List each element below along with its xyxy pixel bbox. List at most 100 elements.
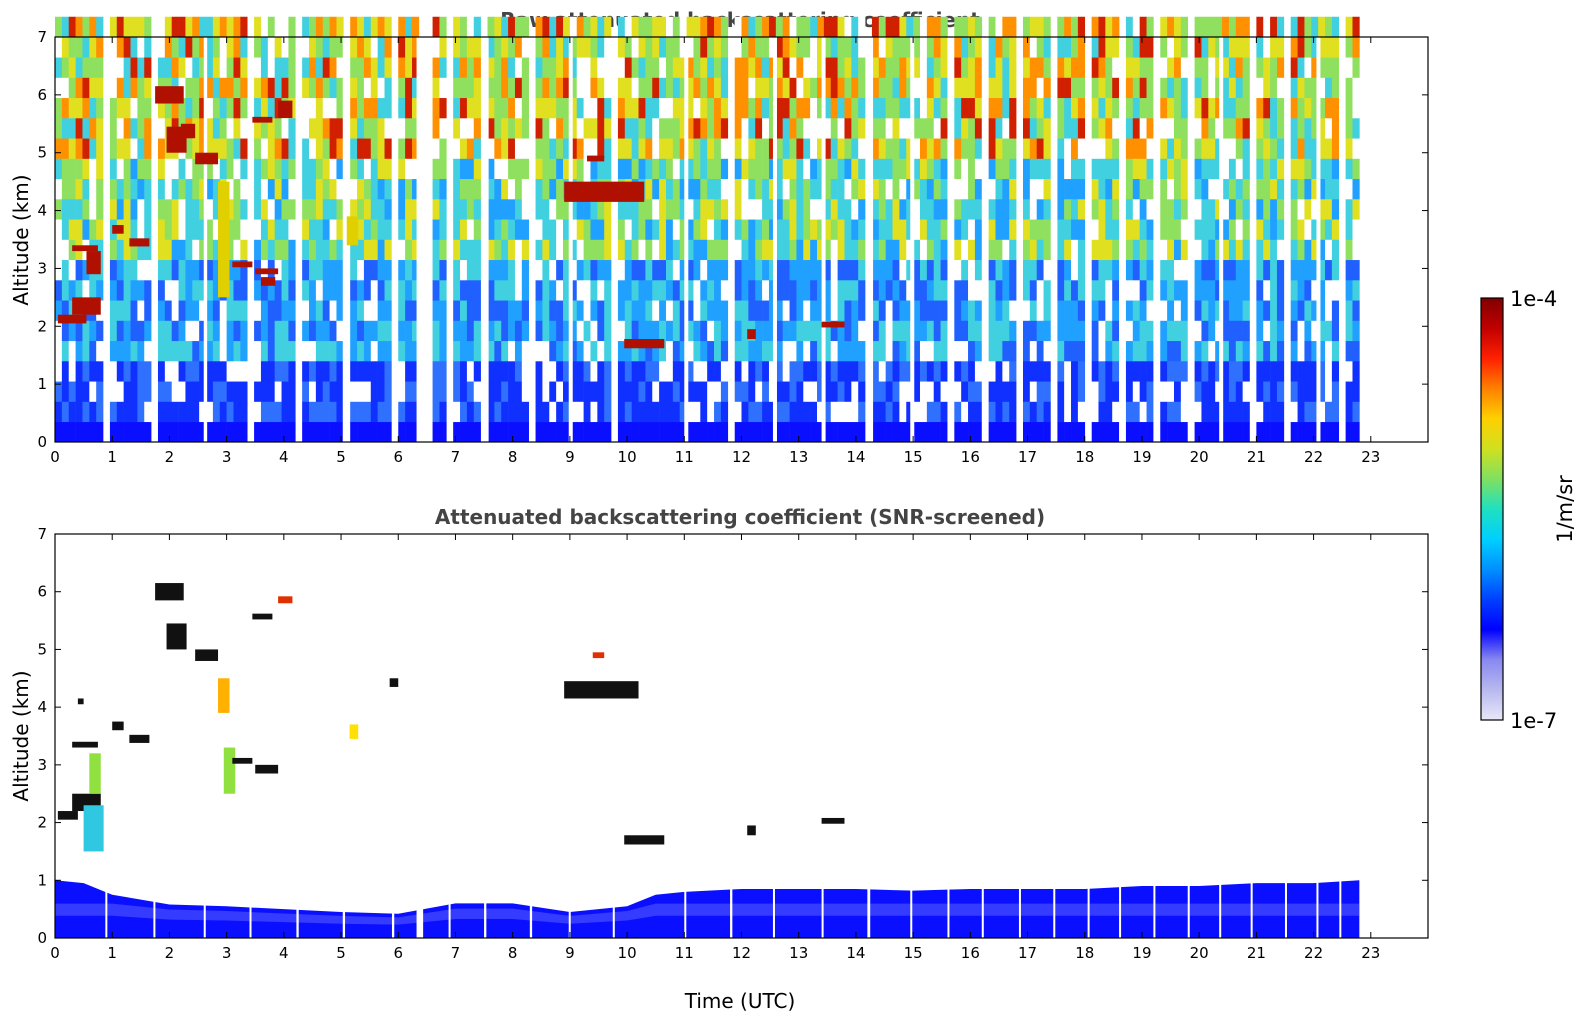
raw-texture-cell	[55, 16, 63, 38]
raw-texture-cell	[55, 158, 63, 180]
raw-texture-cell	[212, 361, 221, 382]
raw-texture-cell	[137, 219, 145, 240]
raw-texture-cell	[1345, 77, 1353, 99]
raw-texture-cell	[1105, 361, 1113, 382]
raw-texture-cell	[919, 118, 928, 139]
raw-texture-cell	[473, 219, 481, 240]
raw-texture-cell	[892, 421, 900, 443]
raw-texture-cell	[514, 300, 523, 321]
raw-texture-cell	[762, 57, 770, 78]
raw-texture-cell	[1311, 178, 1319, 200]
raw-texture-cell	[563, 77, 571, 99]
raw-texture-cell	[1215, 16, 1223, 38]
raw-texture-cell	[679, 421, 687, 443]
raw-texture-cell	[226, 16, 234, 38]
raw-texture-cell	[1215, 199, 1223, 220]
raw-texture-cell	[775, 280, 783, 301]
raw-texture-cell	[336, 320, 344, 342]
raw-texture-cell	[1105, 16, 1113, 38]
raw-texture-cell	[885, 361, 893, 382]
raw-texture-cell	[1222, 361, 1230, 382]
raw-texture-cell	[1352, 401, 1360, 423]
raw-texture-cell	[123, 77, 131, 99]
raw-texture-cell	[755, 118, 763, 139]
raw-texture-cell	[672, 259, 681, 281]
raw-texture-cell	[755, 320, 763, 342]
raw-texture-cell	[1167, 57, 1175, 78]
raw-texture-cell	[501, 421, 509, 443]
raw-texture-cell	[1311, 199, 1319, 220]
raw-texture-cell	[1208, 320, 1216, 342]
raw-texture-cell	[157, 97, 166, 119]
raw-texture-cell	[755, 37, 763, 58]
raw-texture-cell	[199, 57, 207, 78]
raw-texture-cell	[439, 199, 447, 220]
raw-texture-cell	[322, 320, 330, 342]
raw-texture-cell	[1132, 320, 1140, 342]
raw-texture-cell	[329, 381, 337, 402]
raw-texture-cell	[796, 239, 804, 261]
raw-texture-cell	[817, 57, 825, 78]
raw-texture-cell	[329, 259, 337, 281]
raw-texture-cell	[1235, 219, 1243, 240]
raw-texture-cell	[1311, 280, 1319, 301]
raw-texture-cell	[274, 320, 282, 342]
raw-texture-cell	[851, 158, 859, 180]
raw-texture-cell	[1009, 37, 1017, 58]
raw-texture-cell	[631, 320, 639, 342]
raw-texture-cell	[171, 219, 179, 240]
raw-texture-cell	[240, 361, 248, 382]
raw-texture-cell	[871, 381, 880, 402]
raw-texture-cell	[398, 361, 406, 382]
raw-texture-cell	[789, 57, 797, 78]
raw-texture-cell	[1160, 381, 1168, 402]
raw-x-tick-label: 8	[508, 448, 518, 466]
raw-texture-cell	[123, 16, 131, 38]
raw-texture-cell	[55, 300, 63, 321]
screened-cloud-feature	[564, 681, 639, 699]
raw-texture-cell	[679, 16, 687, 38]
raw-texture-cell	[693, 37, 701, 58]
raw-texture-cell	[775, 381, 783, 402]
raw-texture-cell	[1325, 57, 1333, 78]
raw-texture-cell	[1318, 361, 1326, 382]
raw-texture-cell	[1167, 16, 1175, 38]
raw-texture-cell	[535, 158, 543, 180]
raw-texture-cell	[501, 361, 509, 382]
raw-texture-cell	[1160, 16, 1168, 38]
raw-x-tick-label: 22	[1304, 448, 1323, 466]
raw-texture-cell	[679, 239, 687, 261]
raw-texture-cell	[1318, 259, 1326, 281]
raw-texture-cell	[398, 57, 406, 78]
raw-x-tick-label: 13	[789, 448, 808, 466]
raw-texture-cell	[1201, 138, 1209, 159]
raw-texture-cell	[219, 97, 227, 119]
screened-y-tick-label: 1	[37, 871, 47, 889]
raw-texture-cell	[1345, 158, 1353, 180]
raw-texture-cell	[1180, 77, 1189, 99]
raw-texture-cell	[1105, 401, 1113, 423]
raw-texture-cell	[913, 158, 921, 180]
raw-texture-cell	[638, 300, 646, 321]
raw-texture-cell	[336, 259, 344, 281]
raw-texture-cell	[75, 381, 83, 402]
raw-texture-cell	[741, 381, 749, 402]
raw-texture-cell	[494, 401, 502, 423]
raw-texture-cell	[315, 421, 324, 443]
raw-texture-cell	[700, 401, 708, 423]
raw-texture-cell	[192, 340, 200, 362]
raw-texture-cell	[542, 199, 550, 220]
raw-texture-cell	[1270, 158, 1278, 180]
raw-texture-cell	[199, 199, 207, 220]
raw-texture-cell	[768, 340, 777, 362]
raw-texture-cell	[171, 421, 179, 443]
raw-texture-cell	[549, 320, 557, 342]
raw-texture-cell	[178, 381, 186, 402]
raw-texture-cell	[363, 381, 372, 402]
raw-texture-cell	[1215, 118, 1223, 139]
raw-texture-cell	[844, 401, 852, 423]
raw-texture-cell	[1112, 401, 1120, 423]
raw-texture-cell	[851, 178, 859, 200]
raw-texture-cell	[521, 37, 529, 58]
